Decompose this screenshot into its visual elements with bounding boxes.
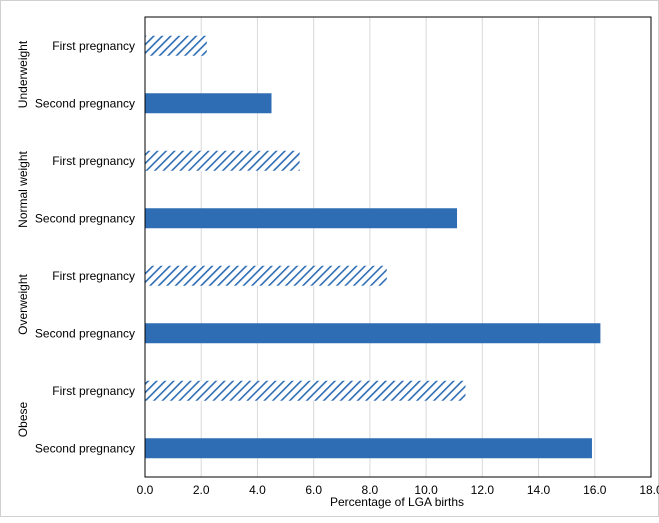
gridlines	[200, 17, 596, 477]
bar-first-pregnancy	[145, 265, 387, 286]
bar-second-pregnancy	[145, 323, 601, 344]
bar-category-label: First pregnancy	[52, 384, 135, 398]
bars	[145, 35, 601, 459]
bar-first-pregnancy	[145, 150, 300, 171]
bar-category-label: First pregnancy	[52, 39, 135, 53]
bar-second-pregnancy	[145, 208, 458, 229]
bar-labels: First pregnancy Second pregnancy First pre…	[35, 39, 135, 456]
group-label: Obese	[16, 401, 30, 437]
x-tick-label: 12.0	[471, 483, 495, 497]
x-tick-label: 8.0	[362, 483, 379, 497]
group-label: Underweight	[16, 40, 30, 108]
x-tick-label: 18.0	[639, 483, 659, 497]
bar-category-label: First pregnancy	[52, 154, 135, 168]
plot-border	[144, 16, 652, 478]
group-label: Overweight	[16, 273, 30, 334]
x-tick-label: 14.0	[527, 483, 551, 497]
bar-first-pregnancy	[145, 35, 207, 56]
x-tick-label: 6.0	[305, 483, 322, 497]
bar-second-pregnancy	[145, 438, 592, 459]
x-tick-label: 4.0	[249, 483, 266, 497]
x-tick-label: 2.0	[193, 483, 210, 497]
x-axis-title: Percentage of LGA births	[330, 495, 464, 509]
x-tick-label: 10.0	[414, 483, 438, 497]
group-label: Normal weight	[16, 150, 30, 227]
bar-second-pregnancy	[145, 93, 272, 114]
x-axis-ticks: 0.0 2.0 4.0 6.0 8.0 10.0 12.0 14.0 16.0 18.0	[137, 483, 659, 497]
bar-category-label: Second pregnancy	[35, 211, 135, 225]
plot-area-border	[144, 16, 652, 478]
bar-first-pregnancy	[145, 380, 466, 401]
x-tick-label: 0.0	[137, 483, 154, 497]
bar-category-label: Second pregnancy	[35, 326, 135, 340]
bar-category-label: Second pregnancy	[35, 96, 135, 110]
x-tick-label: 16.0	[583, 483, 607, 497]
group-labels: Underweight Normal weight Overweight Obese	[16, 40, 30, 437]
bar-category-label: Second pregnancy	[35, 441, 135, 455]
bar-category-label: First pregnancy	[52, 269, 135, 283]
